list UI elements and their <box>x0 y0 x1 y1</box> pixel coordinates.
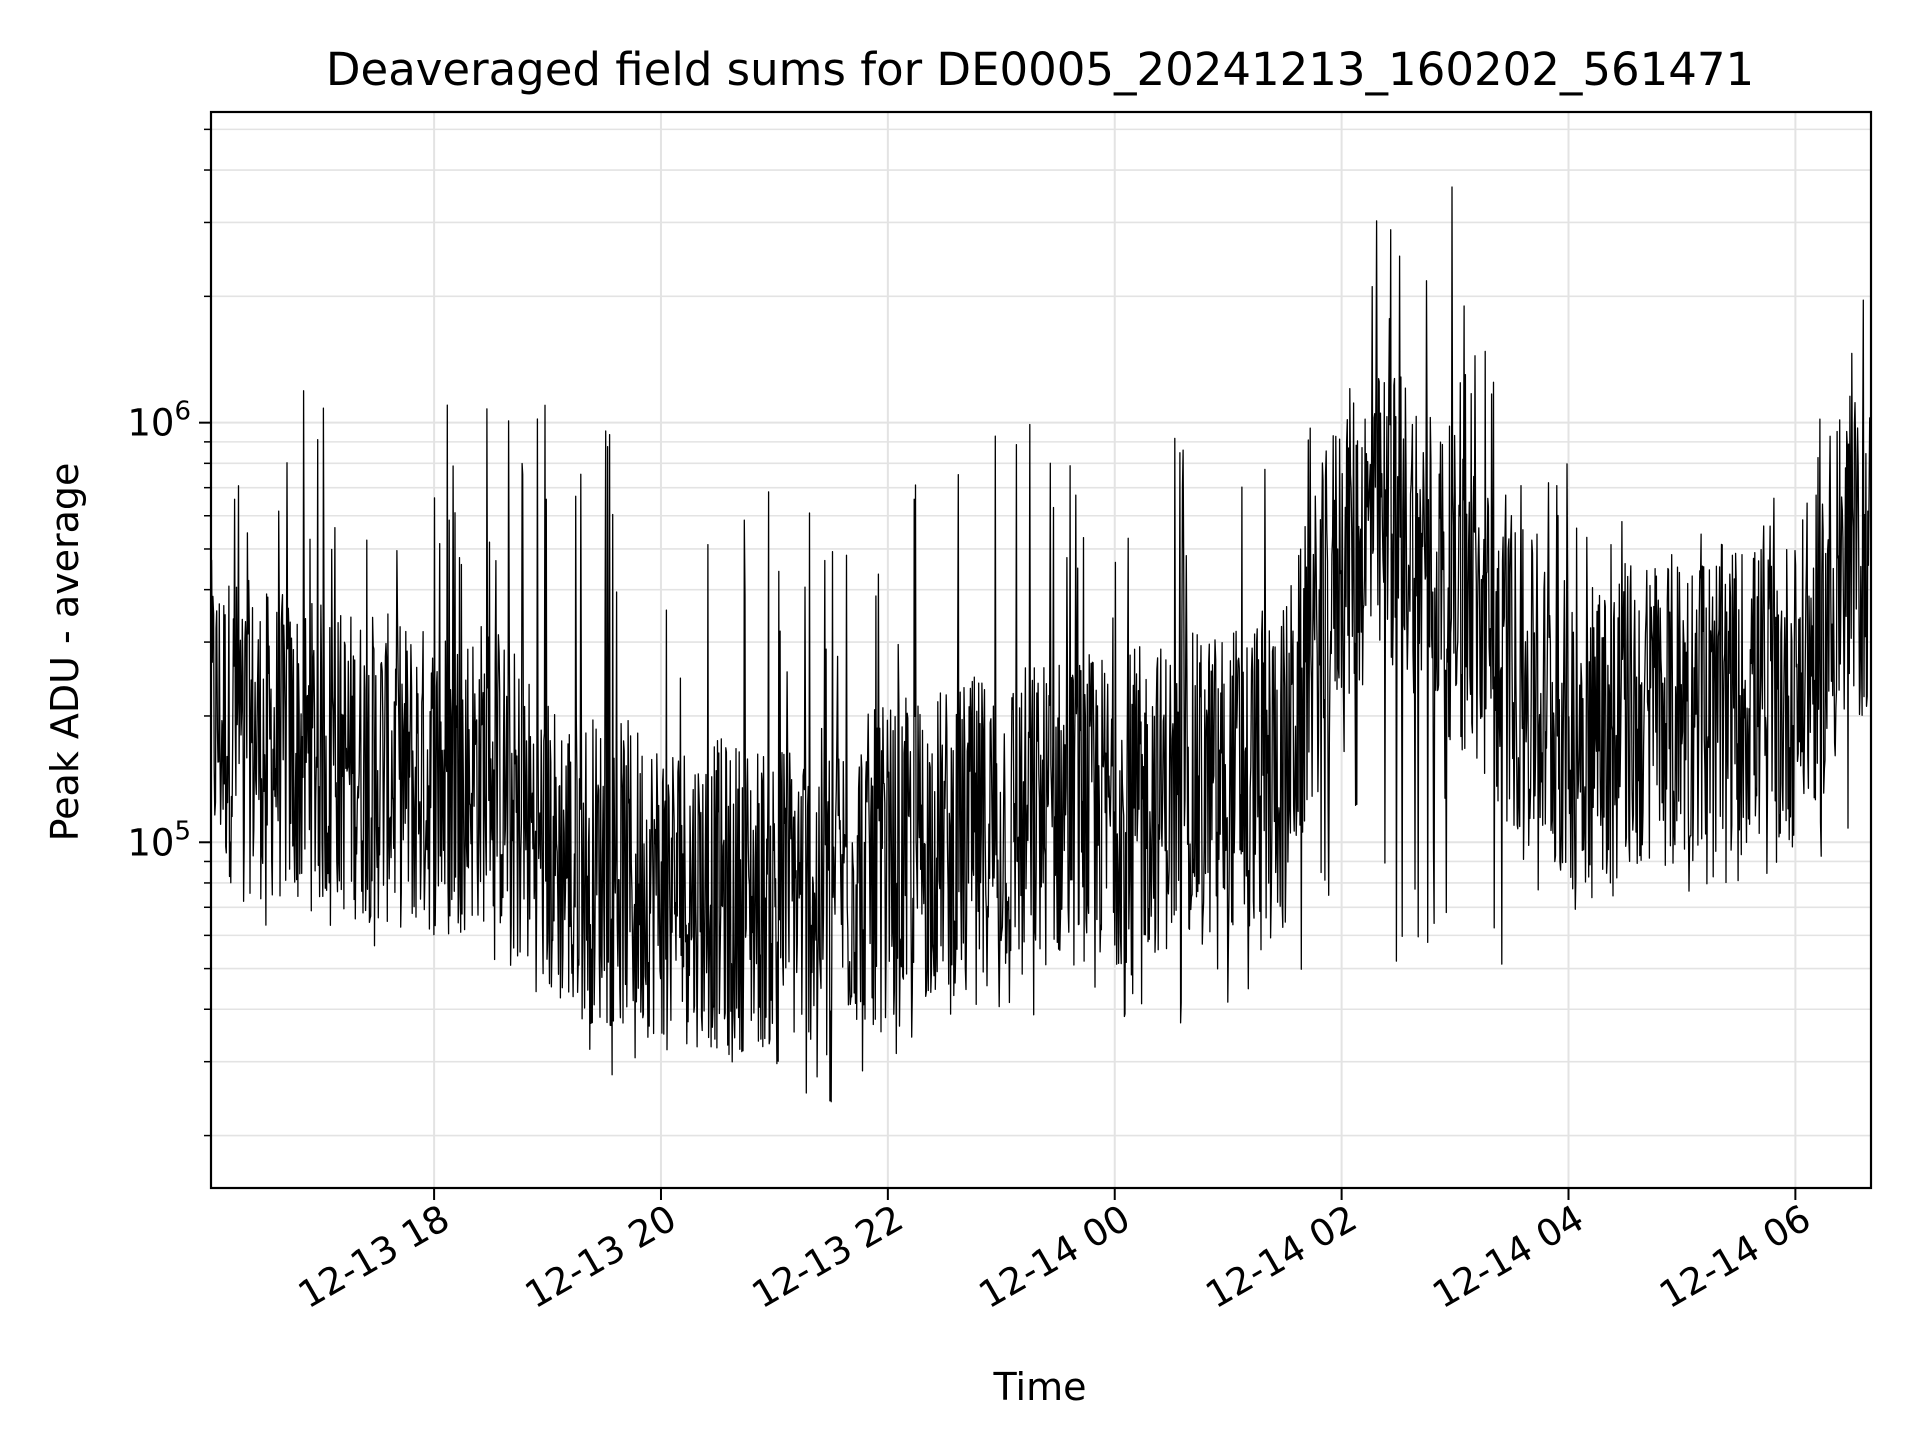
x-tick-label: 12-14 00 <box>972 1197 1138 1317</box>
y-axis-label: Peak ADU - average <box>43 463 87 842</box>
x-tick-label: 12-13 18 <box>291 1197 457 1317</box>
x-tick-label: 12-14 04 <box>1425 1197 1591 1317</box>
series-line <box>210 186 1872 1103</box>
axes-frame <box>209 110 1873 1190</box>
y-tick-label: 105 <box>127 816 191 864</box>
x-axis-label: Time <box>993 1365 1087 1409</box>
y-tick-label: 106 <box>127 397 191 445</box>
x-tick-label: 12-14 02 <box>1199 1197 1365 1317</box>
x-tick-label: 12-13 20 <box>518 1197 684 1317</box>
x-axis: 12-13 18 12-13 20 12-13 22 12-14 00 12-14 02… <box>291 1188 1818 1317</box>
x-tick-label: 12-14 06 <box>1652 1197 1818 1317</box>
x-tick-label: 12-13 22 <box>745 1197 911 1317</box>
plot-area <box>210 186 1872 1103</box>
chart-title: Deaveraged field sums for DE0005_2024121… <box>326 43 1754 96</box>
y-axis: 105 106 <box>127 128 211 1137</box>
